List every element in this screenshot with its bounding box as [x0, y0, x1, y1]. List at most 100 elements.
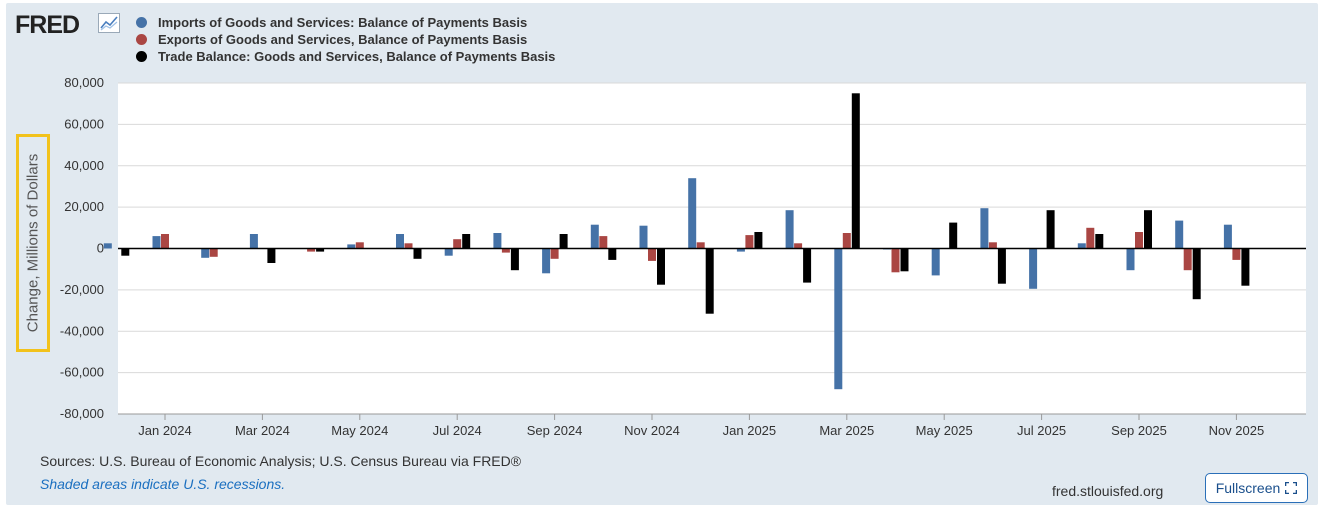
- x-tick-label: Mar 2025: [819, 423, 874, 438]
- bar[interactable]: [1086, 227, 1095, 249]
- bar[interactable]: [745, 235, 754, 249]
- y-tick-label: -60,000: [60, 365, 104, 380]
- bar[interactable]: [1192, 248, 1201, 300]
- bar[interactable]: [997, 248, 1006, 284]
- x-tick-label: Jul 2024: [433, 423, 482, 438]
- x-tick-label: Mar 2024: [235, 423, 290, 438]
- bar[interactable]: [1183, 248, 1192, 271]
- x-tick-label: Nov 2025: [1209, 423, 1265, 438]
- y-tick-label: -20,000: [60, 282, 104, 297]
- bar[interactable]: [404, 243, 413, 249]
- bar[interactable]: [705, 248, 714, 314]
- line-chart-icon: [98, 13, 120, 33]
- bar[interactable]: [316, 248, 325, 252]
- bar[interactable]: [1241, 248, 1250, 286]
- bar[interactable]: [648, 248, 656, 261]
- bar[interactable]: [347, 244, 356, 249]
- bar[interactable]: [834, 248, 843, 390]
- bar[interactable]: [736, 248, 745, 252]
- fullscreen-label: Fullscreen: [1215, 480, 1281, 496]
- bar[interactable]: [161, 234, 169, 249]
- bar[interactable]: [949, 222, 958, 249]
- bar[interactable]: [1175, 220, 1184, 249]
- x-tick-label: May 2024: [331, 423, 388, 438]
- bar[interactable]: [1135, 232, 1143, 249]
- bar[interactable]: [121, 248, 130, 256]
- bar[interactable]: [688, 178, 697, 249]
- y-tick-label: -40,000: [60, 323, 104, 338]
- bar[interactable]: [559, 234, 568, 249]
- bar[interactable]: [201, 248, 210, 258]
- legend-label-imports: Imports of Goods and Services: Balance o…: [158, 15, 528, 30]
- bar[interactable]: [608, 248, 617, 260]
- legend-item-imports[interactable]: Imports of Goods and Services: Balance o…: [136, 14, 555, 31]
- bar[interactable]: [639, 225, 648, 249]
- y-tick-label: -80,000: [60, 406, 104, 421]
- bar[interactable]: [444, 248, 453, 256]
- bar[interactable]: [209, 248, 218, 257]
- x-tick-label: Sep 2024: [527, 423, 583, 438]
- bar[interactable]: [590, 224, 599, 249]
- legend-item-exports[interactable]: Exports of Goods and Services, Balance o…: [136, 31, 555, 48]
- bar[interactable]: [1144, 210, 1152, 249]
- bar[interactable]: [1077, 243, 1086, 249]
- fullscreen-button[interactable]: Fullscreen: [1205, 473, 1308, 503]
- x-tick-label: Jan 2025: [723, 423, 777, 438]
- bar[interactable]: [307, 248, 316, 252]
- y-axis-label-highlight: [16, 134, 50, 352]
- bar[interactable]: [1126, 248, 1135, 271]
- bar[interactable]: [931, 248, 940, 276]
- bar[interactable]: [754, 232, 763, 249]
- legend-label-trade-balance: Trade Balance: Goods and Services, Balan…: [158, 49, 556, 64]
- bar[interactable]: [1232, 248, 1241, 260]
- bar[interactable]: [462, 234, 471, 249]
- bar[interactable]: [794, 243, 803, 249]
- bar[interactable]: [696, 242, 705, 249]
- bar[interactable]: [1029, 248, 1038, 289]
- bar[interactable]: [267, 248, 276, 264]
- bar[interactable]: [891, 248, 900, 273]
- bar[interactable]: [900, 248, 909, 272]
- bar[interactable]: [803, 248, 812, 283]
- recession-note: Shaded areas indicate U.S. recessions.: [40, 476, 286, 492]
- fred-logo[interactable]: FRED: [15, 11, 80, 39]
- bar[interactable]: [396, 234, 404, 249]
- bar[interactable]: [842, 233, 851, 249]
- bar[interactable]: [980, 208, 989, 249]
- expand-icon: [1285, 482, 1298, 494]
- legend-item-trade-balance[interactable]: Trade Balance: Goods and Services, Balan…: [136, 48, 555, 65]
- bar[interactable]: [501, 248, 510, 253]
- x-tick-label: Jan 2024: [138, 423, 192, 438]
- x-tick-label: Sep 2025: [1111, 423, 1167, 438]
- site-url[interactable]: fred.stlouisfed.org: [1052, 483, 1164, 499]
- bar[interactable]: [413, 248, 422, 259]
- x-tick-label: Jul 2025: [1017, 423, 1066, 438]
- chart-legend: Imports of Goods and Services: Balance o…: [136, 14, 555, 65]
- bar[interactable]: [599, 236, 608, 249]
- bar[interactable]: [493, 233, 502, 249]
- bar[interactable]: [249, 234, 258, 249]
- bar[interactable]: [152, 236, 161, 249]
- bar[interactable]: [1046, 210, 1055, 249]
- bar[interactable]: [542, 248, 551, 274]
- bar[interactable]: [355, 242, 364, 249]
- sources-note: Sources: U.S. Bureau of Economic Analysi…: [40, 453, 522, 469]
- legend-label-exports: Exports of Goods and Services, Balance o…: [158, 32, 528, 47]
- bar[interactable]: [1223, 224, 1232, 249]
- legend-dot-exports: [136, 34, 147, 45]
- bar[interactable]: [785, 210, 794, 249]
- legend-dot-trade-balance: [136, 51, 147, 62]
- y-tick-label: 40,000: [64, 158, 104, 173]
- y-tick-label: 20,000: [64, 199, 104, 214]
- bar[interactable]: [550, 248, 559, 259]
- bar[interactable]: [1095, 234, 1104, 249]
- bar[interactable]: [988, 242, 997, 249]
- bar[interactable]: [510, 248, 519, 271]
- bar[interactable]: [103, 243, 112, 249]
- bar[interactable]: [453, 239, 462, 249]
- x-tick-label: Nov 2024: [624, 423, 680, 438]
- bar[interactable]: [851, 93, 860, 249]
- bar[interactable]: [657, 248, 665, 285]
- x-tick-label: May 2025: [916, 423, 973, 438]
